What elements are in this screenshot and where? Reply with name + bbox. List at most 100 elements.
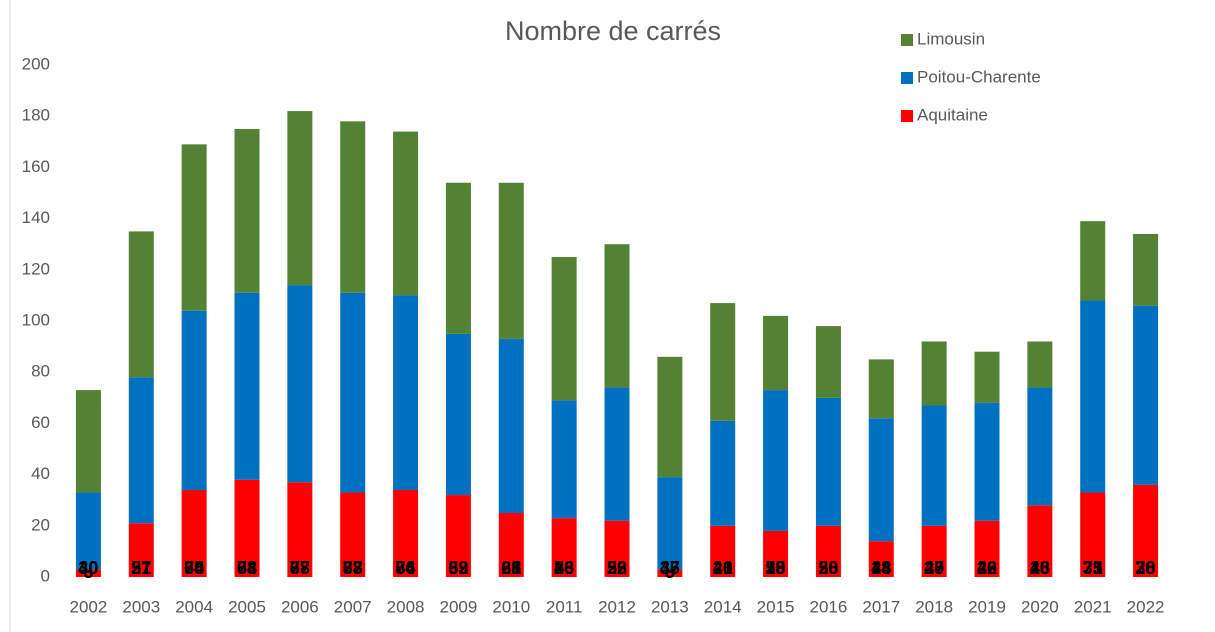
- bar-segment: [710, 525, 736, 577]
- data-label: 34: [396, 558, 416, 578]
- x-tick-label: 2013: [651, 597, 689, 616]
- bar-segment: [128, 523, 154, 577]
- data-label: 57: [131, 558, 151, 578]
- bar-segment: [657, 569, 683, 577]
- bar-segment: [1027, 341, 1053, 388]
- legend-swatch: [901, 34, 913, 46]
- bar-segment: [604, 244, 630, 388]
- bar-segment: [815, 397, 841, 526]
- bar-segment: [815, 326, 841, 398]
- y-tick-label: 80: [31, 362, 50, 381]
- bar-segment: [1027, 505, 1053, 577]
- data-label: 23: [554, 558, 574, 578]
- data-label: 63: [448, 558, 468, 578]
- data-label: 33: [1083, 558, 1103, 578]
- legend-label: Aquitaine: [917, 105, 988, 124]
- bar-segment: [181, 489, 207, 577]
- x-tick-label: 2020: [1021, 597, 1059, 616]
- x-tick-label: 2017: [862, 597, 900, 616]
- x-tick-label: 2011: [546, 597, 583, 616]
- bar-segment: [763, 390, 789, 531]
- data-label: 46: [977, 558, 997, 578]
- data-label: 75: [1083, 558, 1103, 578]
- x-tick-label: 2009: [440, 597, 478, 616]
- data-label: 70: [1136, 558, 1156, 578]
- bar-segment: [1133, 305, 1159, 485]
- bar-segment: [128, 377, 154, 524]
- legend-swatch: [901, 110, 913, 122]
- data-label: 36: [1136, 558, 1156, 578]
- data-label: 77: [290, 558, 310, 578]
- data-label: 59: [448, 558, 468, 578]
- bar-segment: [974, 520, 1000, 577]
- data-label: 18: [766, 558, 786, 578]
- x-tick-label: 2003: [122, 597, 160, 616]
- data-label: 55: [766, 558, 786, 578]
- data-label: 68: [290, 558, 310, 578]
- data-label: 14: [871, 558, 891, 578]
- bar-segment: [128, 231, 154, 378]
- bar-segment: [498, 338, 524, 513]
- bar-segment: [287, 285, 313, 483]
- data-label: 67: [343, 558, 363, 578]
- x-tick-label: 2015: [757, 597, 795, 616]
- bar-segment: [551, 257, 577, 401]
- x-tick-label: 2008: [387, 597, 425, 616]
- data-label: 46: [713, 558, 733, 578]
- x-tick-label: 2019: [968, 597, 1006, 616]
- data-label: 48: [871, 558, 891, 578]
- data-label: 68: [501, 558, 521, 578]
- data-label: 18: [1030, 558, 1050, 578]
- data-label: 30: [78, 558, 98, 578]
- chart-title: Nombre de carrés: [505, 16, 721, 46]
- bar-segment: [868, 418, 894, 542]
- data-label: 64: [237, 558, 257, 578]
- bar-segment: [234, 129, 260, 293]
- data-label: 38: [237, 558, 257, 578]
- bar-segment: [393, 131, 419, 296]
- y-tick-label: 160: [22, 157, 50, 176]
- data-label: 28: [818, 558, 838, 578]
- bar-segment: [710, 303, 736, 421]
- data-label: 25: [924, 558, 944, 578]
- bar-segment: [604, 387, 630, 521]
- bar-segment: [974, 402, 1000, 521]
- data-label: 37: [290, 558, 310, 578]
- bar-segment: [921, 405, 947, 526]
- bar-segment: [763, 315, 789, 391]
- data-label: 3: [665, 562, 675, 582]
- bar-segment: [234, 292, 260, 480]
- x-tick-label: 2021: [1074, 597, 1112, 616]
- data-label: 23: [871, 558, 891, 578]
- data-label: 76: [396, 558, 416, 578]
- data-label: 61: [501, 558, 521, 578]
- bar-segment: [657, 356, 683, 478]
- x-tick-label: 2004: [175, 597, 213, 616]
- bar-segment: [393, 295, 419, 490]
- data-label: 28: [1030, 558, 1050, 578]
- data-label: 46: [554, 558, 574, 578]
- y-tick-label: 60: [31, 413, 50, 432]
- data-label: 29: [766, 558, 786, 578]
- data-label: 47: [660, 558, 680, 578]
- data-label: 64: [396, 558, 416, 578]
- x-tick-label: 2005: [228, 597, 266, 616]
- bar-segment: [181, 310, 207, 490]
- data-label: 33: [343, 558, 363, 578]
- data-label: 73: [237, 558, 257, 578]
- bar-segment: [710, 420, 736, 526]
- bar-segment: [815, 525, 841, 577]
- bar-segment: [551, 518, 577, 577]
- data-label: 41: [713, 558, 733, 578]
- bar-segment: [340, 121, 366, 293]
- y-tick-label: 200: [22, 54, 50, 73]
- x-tick-label: 2014: [704, 597, 742, 616]
- data-label: 78: [343, 558, 363, 578]
- bar-segment: [1027, 387, 1053, 506]
- data-label: 50: [818, 558, 838, 578]
- bar-segment: [921, 525, 947, 577]
- data-label: 20: [924, 558, 944, 578]
- bar-segment: [868, 359, 894, 419]
- y-tick-label: 140: [22, 208, 50, 227]
- y-tick-label: 0: [41, 566, 50, 585]
